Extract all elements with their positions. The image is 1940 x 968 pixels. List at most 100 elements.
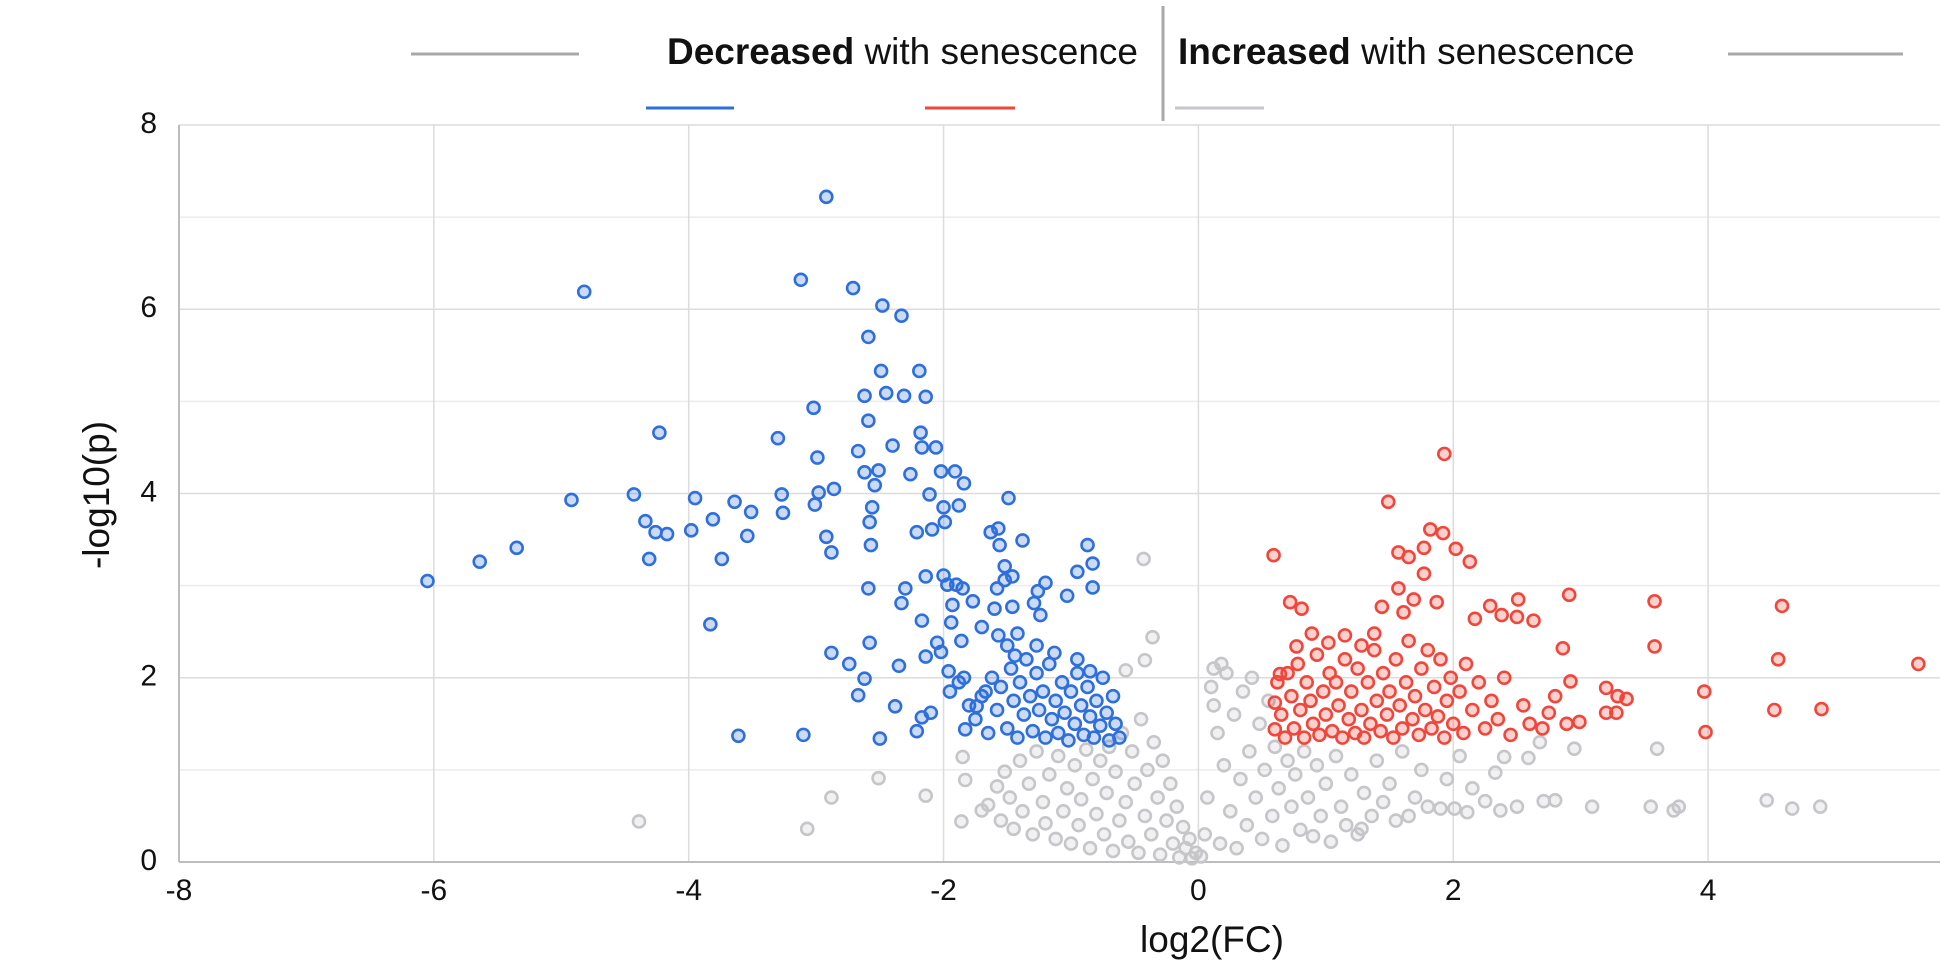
point [819,189,834,205]
point [1354,638,1369,653]
point [1235,684,1251,699]
point [641,551,657,567]
point [1266,547,1281,563]
point [955,581,970,596]
point [1070,652,1085,667]
point [1059,588,1075,604]
point [913,425,928,440]
y-tick-label: 8 [140,107,157,140]
point [872,731,888,746]
point [1293,822,1308,838]
point [1439,693,1455,709]
point [1774,598,1790,614]
header-text: with senescence [1360,31,1635,72]
point [1698,724,1713,740]
point [1086,730,1102,745]
point [1522,716,1537,732]
point [1155,753,1171,768]
point [1267,739,1283,755]
point [1429,594,1444,610]
point [1203,679,1219,695]
point [1293,702,1308,718]
point [1165,836,1181,851]
point [1401,808,1416,824]
point [1099,705,1114,721]
point [1222,804,1238,819]
point [997,572,1013,588]
point [1159,813,1174,828]
point [1099,785,1114,801]
header-text: with senescence [863,31,1138,72]
point [1082,664,1098,679]
point [1315,684,1331,699]
point [1561,587,1577,603]
point [864,500,880,515]
point [1424,721,1439,736]
point [1477,721,1493,736]
point [1089,693,1104,709]
point [1374,599,1390,615]
header-bold: Increased [1178,31,1351,72]
point [885,438,900,453]
point [793,272,809,288]
point [631,814,647,829]
point [937,514,953,530]
point [1423,522,1438,537]
point [1337,652,1353,667]
point [965,593,981,609]
point [509,540,524,556]
point [1341,711,1357,727]
point [1417,702,1433,718]
point [687,490,703,506]
point [1458,656,1474,672]
point [980,797,996,813]
point [928,440,944,455]
point [1398,675,1414,690]
point [1304,626,1320,641]
point [957,772,973,788]
point [951,498,967,513]
point [1280,753,1295,768]
point [1112,813,1127,828]
point [1532,734,1548,750]
point [1182,831,1197,847]
point [1242,744,1257,759]
point [1303,693,1318,709]
y-tick-label: 2 [140,660,157,693]
point [1271,780,1286,796]
point [1048,831,1063,847]
point [1487,765,1503,780]
point [1029,665,1044,681]
point [1016,707,1032,722]
point [1001,490,1016,506]
point [987,601,1002,616]
point [1070,665,1085,681]
point [1321,635,1336,651]
point [942,684,958,699]
point [1012,675,1028,690]
point [918,788,934,803]
point [903,466,918,482]
point [1035,794,1051,810]
point [1401,633,1416,649]
point [1391,581,1406,596]
point [1516,698,1531,713]
point [1309,757,1325,773]
point [1005,599,1020,615]
point [811,485,826,500]
point [1038,816,1053,831]
point [1647,639,1662,654]
point [1131,845,1146,861]
point [1299,675,1315,690]
point [1375,665,1391,681]
point [1050,748,1066,764]
point [1814,701,1829,717]
point [961,698,977,713]
point [1140,762,1155,778]
point [626,487,642,502]
point [984,670,1000,686]
point [1105,843,1121,859]
point [1356,730,1372,745]
point [1375,794,1391,810]
point [867,477,883,493]
